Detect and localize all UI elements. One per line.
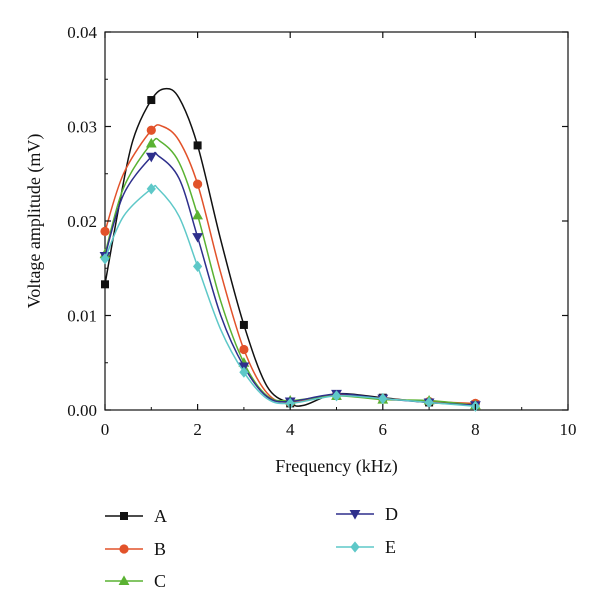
legend-item-e: E: [336, 537, 396, 557]
x-tick-label: 10: [560, 420, 577, 439]
x-tick-label: 6: [379, 420, 388, 439]
data-point-a: [147, 96, 156, 105]
legend-label: D: [385, 504, 398, 524]
data-point-e: [331, 390, 342, 402]
series-b: [100, 124, 480, 408]
x-tick-label: 0: [101, 420, 110, 439]
x-tick-label: 8: [471, 420, 480, 439]
data-point-e: [193, 260, 203, 272]
y-axis: 0.00 0.01 0.02 0.03 0.04: [67, 23, 568, 420]
legend: ABC DE: [105, 504, 398, 591]
legend-item-d: D: [336, 504, 398, 524]
legend-marker-b: [119, 544, 129, 554]
series-e: [100, 183, 480, 412]
legend-marker-e: [350, 541, 360, 553]
data-point-b: [100, 226, 110, 236]
x-axis: 0 2 4 6 8 10: [101, 32, 577, 439]
data-point-a: [101, 280, 109, 289]
data-point-c: [145, 137, 157, 148]
series-layer: [99, 87, 481, 412]
y-tick-label: 0.00: [67, 401, 97, 420]
y-tick-label: 0.04: [67, 23, 97, 42]
data-point-b: [239, 344, 249, 355]
series-line-a: [104, 87, 476, 407]
series-line-b: [104, 124, 476, 405]
x-tick-label: 4: [286, 420, 295, 439]
data-point-a: [193, 141, 202, 150]
data-point-d: [145, 152, 157, 163]
legend-marker-d: [349, 510, 361, 520]
series-line-c: [104, 137, 476, 407]
data-point-e: [378, 393, 388, 405]
series-d: [99, 151, 481, 411]
y-tick-label: 0.03: [67, 118, 97, 137]
data-point-a: [239, 320, 248, 329]
legend-item-c: C: [105, 571, 166, 591]
legend-label: C: [154, 571, 166, 591]
data-point-b: [146, 125, 156, 135]
data-point-e: [146, 183, 156, 195]
data-point-e: [239, 366, 249, 378]
plot-frame: [104, 31, 569, 411]
data-point-e: [424, 396, 434, 409]
series-line-e: [104, 184, 476, 407]
data-point-c: [192, 209, 203, 220]
x-axis-title: Frequency (kHz): [275, 456, 397, 477]
legend-item-b: B: [105, 539, 166, 559]
data-point-e: [285, 397, 295, 409]
legend-label: E: [385, 537, 396, 557]
data-point-e: [100, 253, 110, 265]
legend-label: A: [154, 506, 167, 526]
y-axis-title: Voltage amplitude (mV): [24, 134, 45, 309]
legend-marker-c: [118, 575, 130, 585]
plot-area: [99, 31, 569, 412]
series-a: [101, 87, 480, 409]
series-c: [99, 137, 481, 410]
data-point-b: [193, 179, 203, 189]
legend-marker-a: [120, 512, 128, 520]
y-tick-label: 0.02: [67, 212, 97, 231]
legend-item-a: A: [105, 506, 167, 526]
x-tick-label: 2: [193, 420, 202, 439]
y-tick-label: 0.01: [67, 307, 97, 326]
data-point-d: [192, 233, 203, 243]
legend-label: B: [154, 539, 166, 559]
